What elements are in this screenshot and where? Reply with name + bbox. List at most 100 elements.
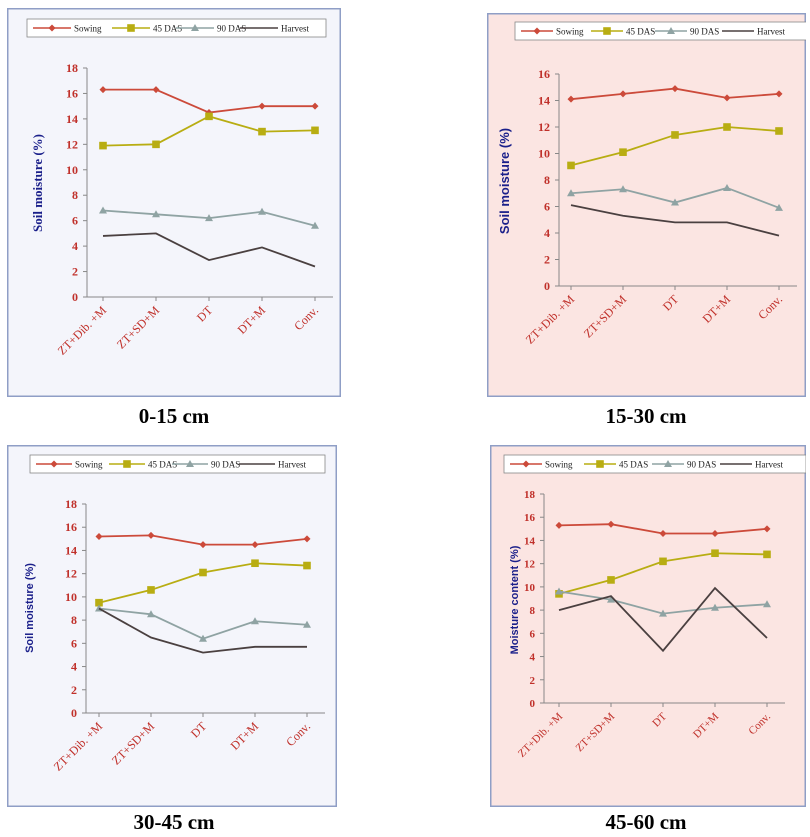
legend-label-45-das: 45 DAS	[153, 24, 182, 34]
legend-label-45-das: 45 DAS	[619, 460, 648, 470]
y-tick-label: 18	[524, 489, 536, 501]
data-point-45-das	[671, 131, 679, 139]
data-point-sowing	[99, 86, 107, 94]
data-point-45-das	[258, 127, 266, 136]
data-point-sowing	[763, 525, 771, 533]
data-point-90-das	[258, 207, 266, 215]
legend-marker-sowing	[522, 460, 530, 468]
data-point-45-das	[723, 123, 731, 131]
chart-panel-0-15cm: Sowing 45 DAS 90 DAS Harvest 0 2 4 6 8 10 12 14 16 18…	[7, 8, 341, 397]
y-tick-label: 0	[544, 279, 550, 293]
data-point-45-das	[199, 568, 207, 577]
data-point-45-das	[99, 141, 107, 150]
y-axis-title: Moisture content (%)	[509, 545, 521, 654]
chart-panel-30-45cm: Sowing 45 DAS 90 DAS Harvest 0 2 4 6 8 10 12 14 16 18…	[7, 445, 337, 807]
y-tick-label: 16	[65, 520, 77, 534]
legend-marker-90-das	[667, 27, 675, 34]
legend-marker-90-das	[664, 460, 672, 467]
y-tick-label: 4	[72, 239, 78, 253]
legend-label-90-das: 90 DAS	[687, 460, 716, 470]
y-tick-label: 8	[544, 173, 550, 187]
y-tick-label: 4	[544, 226, 550, 240]
legend-marker-90-das	[191, 24, 199, 31]
data-point-45-das	[205, 112, 213, 121]
y-tick-label: 16	[538, 67, 550, 81]
legend-label-harvest: Harvest	[278, 460, 306, 470]
series-sowing	[95, 531, 311, 549]
y-tick-label: 18	[66, 61, 78, 75]
data-point-sowing	[723, 94, 731, 102]
y-tick-label: 8	[530, 605, 536, 617]
data-point-sowing	[659, 529, 667, 537]
y-tick-label: 8	[72, 188, 78, 202]
legend-label-harvest: Harvest	[755, 460, 783, 470]
chart-caption: 15-30 cm	[605, 404, 687, 428]
y-tick-label: 6	[71, 636, 77, 650]
data-point-sowing	[555, 521, 563, 529]
data-point-45-das	[607, 576, 615, 584]
y-tick-label: 16	[66, 86, 78, 100]
data-point-45-das	[95, 598, 103, 607]
data-point-90-das	[147, 610, 155, 618]
data-point-90-das	[723, 183, 731, 191]
y-axis-title: Soil moisture (%)	[24, 563, 36, 653]
y-tick-label: 6	[72, 214, 78, 228]
legend-marker-sowing	[50, 460, 58, 468]
data-point-90-das	[303, 620, 311, 628]
data-point-90-das	[311, 221, 319, 229]
data-point-90-das	[205, 214, 213, 222]
series-line-harvest	[102, 232, 316, 268]
y-tick-label: 14	[66, 112, 78, 126]
data-point-45-das	[311, 126, 319, 135]
data-point-sowing	[607, 520, 615, 528]
panel-background	[490, 445, 806, 807]
data-point-sowing	[775, 90, 783, 98]
data-point-45-das	[152, 140, 160, 149]
series-90-das	[99, 206, 319, 229]
data-point-90-das	[152, 210, 160, 218]
line-chart-0-15cm: Sowing 45 DAS 90 DAS Harvest 0 2 4 6 8 10 12 14 16 18…	[7, 8, 341, 397]
y-tick-label: 10	[524, 582, 536, 594]
legend-label-90-das: 90 DAS	[211, 460, 240, 470]
legend-marker-45-das	[596, 460, 604, 468]
data-point-45-das	[303, 561, 311, 570]
data-point-sowing	[311, 102, 319, 110]
series-harvest	[98, 607, 307, 654]
data-point-sowing	[303, 535, 311, 543]
legend-marker-sowing	[48, 24, 56, 32]
chart-panel-45-60cm: Sowing 45 DAS 90 DAS Harvest 0 2 4 6 8 10 12 14 16 18…	[490, 445, 807, 807]
series-harvest	[570, 204, 780, 237]
data-point-90-das	[251, 617, 259, 625]
data-point-90-das	[763, 600, 771, 608]
data-point-90-das	[199, 634, 207, 642]
y-tick-label: 2	[544, 253, 550, 267]
y-tick-label: 10	[65, 590, 77, 604]
series-45-das	[95, 559, 311, 607]
data-point-45-das	[659, 557, 667, 566]
y-tick-label: 12	[66, 137, 78, 151]
y-tick-label: 0	[530, 698, 536, 710]
legend: Sowing 45 DAS 90 DAS Harvest	[26, 18, 327, 38]
legend-label-sowing: Sowing	[75, 460, 103, 470]
data-point-90-das	[567, 189, 575, 197]
line-chart-45-60cm: Sowing 45 DAS 90 DAS Harvest 0 2 4 6 8 10 12 14 16 18…	[490, 445, 807, 807]
legend-label-harvest: Harvest	[757, 27, 785, 37]
y-tick-label: 10	[538, 147, 550, 161]
legend-label-sowing: Sowing	[74, 24, 102, 34]
legend-label-sowing: Sowing	[556, 27, 584, 37]
data-point-sowing	[671, 85, 679, 93]
y-tick-label: 0	[71, 706, 77, 720]
y-tick-label: 2	[72, 265, 78, 279]
data-point-sowing	[199, 541, 207, 549]
legend-label-sowing: Sowing	[545, 460, 573, 470]
data-point-90-das	[659, 609, 667, 617]
y-tick-label: 6	[544, 200, 550, 214]
data-point-45-das	[619, 148, 627, 156]
chart-panel-15-30cm: Sowing 45 DAS 90 DAS Harvest 0 2 4 6 8 10 12 14 16 ZT…	[487, 13, 809, 397]
chart-caption: 0-15 cm	[138, 404, 210, 428]
data-point-sowing	[95, 533, 103, 541]
y-tick-label: 12	[538, 120, 550, 134]
y-tick-label: 18	[65, 497, 77, 511]
series-line-harvest	[98, 607, 307, 654]
data-point-sowing	[567, 95, 575, 103]
